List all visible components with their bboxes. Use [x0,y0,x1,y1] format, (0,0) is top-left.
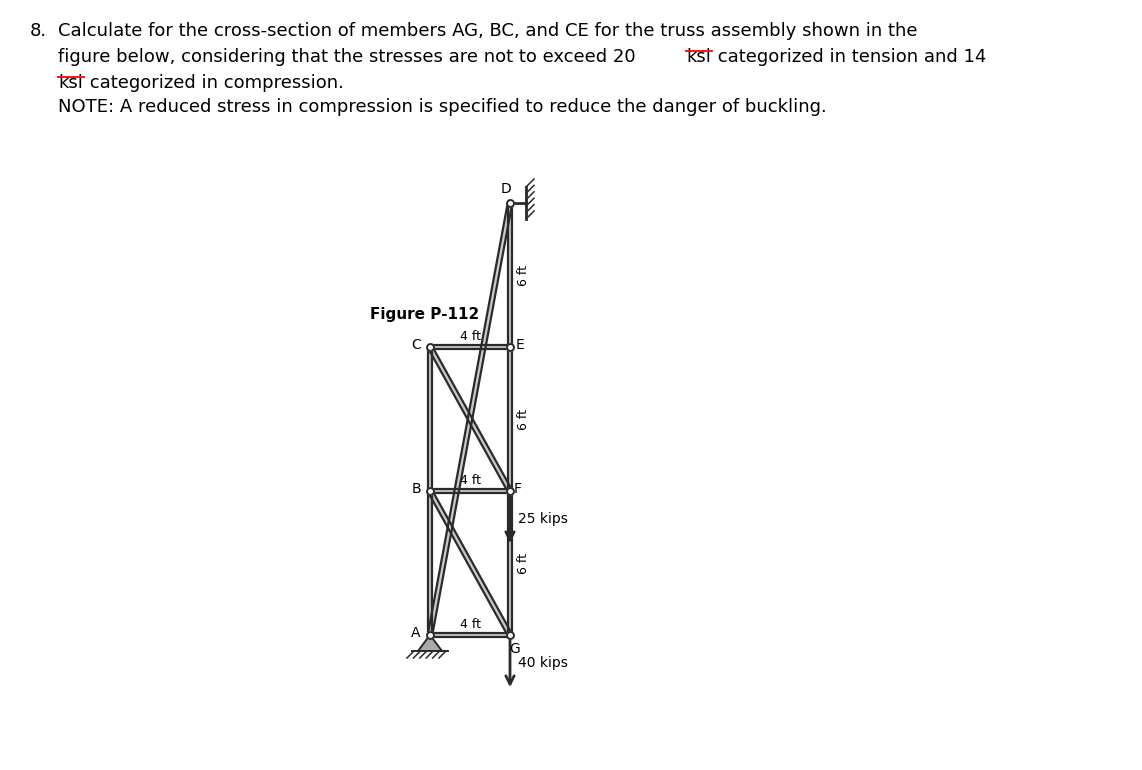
Text: 4 ft: 4 ft [459,618,481,631]
Polygon shape [428,491,433,635]
Text: G: G [509,642,521,656]
Text: Calculate for the cross-section of members AG, BC, and CE for the truss assembly: Calculate for the cross-section of membe… [58,22,917,40]
Text: figure below, considering that the stresses are not to exceed 20: figure below, considering that the stres… [58,48,642,66]
Text: 6 ft: 6 ft [517,553,530,574]
Polygon shape [508,347,513,491]
Text: 25 kips: 25 kips [518,511,568,525]
Text: ksi: ksi [686,48,710,66]
Text: E: E [516,338,524,352]
Text: 4 ft: 4 ft [459,330,481,343]
Text: Figure P-112: Figure P-112 [370,307,480,322]
Text: F: F [514,482,522,496]
Text: B: B [411,482,420,496]
Polygon shape [418,635,442,651]
Polygon shape [508,491,513,635]
Text: A: A [411,626,420,640]
Text: D: D [500,182,512,196]
Polygon shape [431,633,510,638]
Polygon shape [508,203,513,347]
Text: categorized in compression.: categorized in compression. [85,74,344,92]
Polygon shape [431,489,510,494]
Text: ksi: ksi [58,74,83,92]
Text: C: C [411,338,421,352]
Text: NOTE: A reduced stress in compression is specified to reduce the danger of buckl: NOTE: A reduced stress in compression is… [58,98,827,116]
Polygon shape [428,347,433,491]
Text: 4 ft: 4 ft [459,474,481,487]
Text: 8.: 8. [30,22,47,40]
Polygon shape [428,346,512,492]
Text: 6 ft: 6 ft [517,265,530,286]
Text: 6 ft: 6 ft [517,409,530,430]
Polygon shape [431,345,510,350]
Text: categorized in tension and 14: categorized in tension and 14 [711,48,987,66]
Polygon shape [428,490,512,636]
Polygon shape [428,203,513,635]
Text: 40 kips: 40 kips [518,655,568,669]
